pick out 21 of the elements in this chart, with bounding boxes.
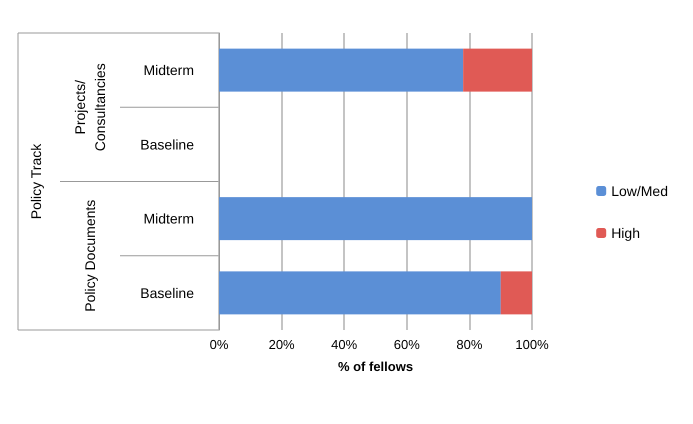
y-tick-label: Midterm — [143, 62, 194, 78]
x-tick-label: 60% — [394, 337, 420, 352]
x-axis-title: % of fellows — [338, 359, 414, 374]
bar — [219, 271, 501, 314]
text: Projects/ Consultancies — [72, 63, 108, 152]
legend-label: High — [611, 225, 640, 241]
y-tick-label: Baseline — [140, 136, 194, 152]
bar — [463, 48, 532, 92]
x-tick-label: 100% — [515, 337, 550, 352]
bar — [500, 271, 532, 314]
y-tick-label: Baseline — [140, 284, 194, 301]
x-tick-label: 20% — [268, 337, 296, 352]
bar — [219, 48, 464, 92]
bar — [219, 197, 532, 240]
text: Policy Documents — [82, 200, 98, 312]
legend-label: Low/Med — [611, 183, 668, 199]
x-tick-label: 0% — [210, 337, 229, 352]
y-tick-label: Midterm — [143, 210, 194, 227]
x-tick-label: 40% — [331, 337, 358, 352]
x-tick-label: 80% — [456, 337, 483, 352]
text: Policy Track — [28, 142, 44, 220]
